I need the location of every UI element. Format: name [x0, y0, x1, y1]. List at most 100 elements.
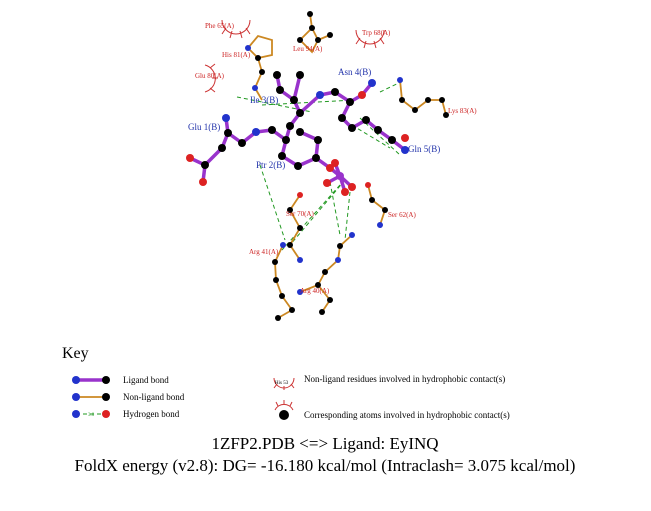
atom	[224, 129, 232, 137]
residue-label: Ile 3(B)	[250, 95, 278, 105]
atom	[102, 376, 110, 384]
atom	[348, 124, 356, 132]
hydrogen-bonds	[236, 79, 406, 251]
atom	[377, 222, 383, 228]
atom	[186, 154, 194, 162]
key-title: Key	[62, 345, 89, 362]
key: Key Ligand bond Non-ligand bond 3.0 Hydr…	[62, 345, 510, 420]
key-label-text: Non-ligand residues involved in hydropho…	[304, 374, 506, 384]
atom	[222, 114, 230, 122]
atom	[290, 96, 298, 104]
atom	[268, 126, 276, 134]
key-hbond-length: 3.0	[88, 413, 95, 418]
atom	[272, 259, 278, 265]
atom	[365, 182, 371, 188]
residue-label: Lys 83(A)	[448, 107, 477, 115]
residue-label: Asn 4(B)	[338, 67, 371, 77]
residue-label: Trp 68(A)	[362, 29, 391, 37]
atom	[307, 11, 313, 17]
atom	[397, 77, 403, 83]
hydrophobic-arcs	[204, 19, 385, 93]
atom	[273, 277, 279, 283]
atom	[401, 134, 409, 142]
residue-label: Arg 40(A)	[300, 287, 330, 295]
atom	[412, 107, 418, 113]
atom	[362, 116, 370, 124]
residue-labels: Phe 65(A) His 81(A) Glu 80(A) Leu 94(A) …	[188, 22, 477, 295]
atom	[279, 410, 289, 420]
bond	[236, 79, 406, 251]
residue-label: Glu 80(A)	[195, 72, 225, 80]
atom	[348, 183, 356, 191]
atom	[259, 69, 265, 75]
atom	[296, 109, 304, 117]
bond	[399, 79, 447, 116]
atom	[72, 410, 80, 418]
bond	[274, 400, 294, 411]
atom	[358, 91, 366, 99]
atom	[337, 243, 343, 249]
atom	[315, 37, 321, 43]
residue-label: His 81(A)	[222, 51, 251, 59]
atom	[72, 393, 80, 401]
atom	[368, 79, 376, 87]
atom	[297, 225, 303, 231]
footer-line: 1ZFP2.PDB <=> Ligand: EyINQ	[211, 434, 438, 453]
atom	[336, 172, 344, 180]
atom	[388, 136, 396, 144]
atom	[276, 86, 284, 94]
atom	[72, 376, 80, 384]
atom	[294, 162, 302, 170]
residue-label: Leu 94(A)	[293, 45, 323, 53]
atom	[245, 45, 251, 51]
atom	[275, 315, 281, 321]
atom	[323, 179, 331, 187]
atom	[278, 152, 286, 160]
atom	[296, 128, 304, 136]
residue-label: Ser 70(A)	[286, 210, 314, 218]
atom	[338, 114, 346, 122]
atom	[287, 207, 293, 213]
residue-label: Ptr 2(B)	[256, 160, 285, 170]
bond	[204, 63, 218, 93]
bond	[325, 161, 354, 194]
atom	[439, 97, 445, 103]
key-example-residue: His 53	[275, 381, 289, 386]
atom	[374, 126, 382, 134]
atom	[327, 32, 333, 38]
key-label: Non-ligand residues involved in hydropho…	[304, 374, 506, 384]
bond	[246, 34, 273, 101]
atom	[297, 257, 303, 263]
atom	[315, 282, 321, 288]
atom	[349, 232, 355, 238]
bond	[273, 377, 295, 390]
atom	[279, 293, 285, 299]
residue-label: Glu 1(B)	[188, 122, 220, 132]
atom	[327, 297, 333, 303]
residue-label: Gln 5(B)	[408, 144, 440, 154]
bond	[355, 29, 385, 49]
bond	[221, 19, 251, 39]
atom	[273, 71, 281, 79]
atom	[335, 257, 341, 263]
atom	[319, 309, 325, 315]
atom	[282, 136, 290, 144]
atom	[369, 197, 375, 203]
atom	[425, 97, 431, 103]
atom	[238, 139, 246, 147]
atom	[341, 188, 349, 196]
atom	[201, 161, 209, 169]
atom	[443, 112, 449, 118]
atom	[255, 55, 261, 61]
key-label: Non-ligand bond	[123, 392, 185, 402]
atom	[252, 128, 260, 136]
atom	[289, 307, 295, 313]
atom	[280, 242, 286, 248]
atom	[331, 159, 339, 167]
atom	[322, 269, 328, 275]
atom	[331, 88, 339, 96]
atom	[296, 71, 304, 79]
residue-label: Ser 62(A)	[388, 211, 416, 219]
atom	[287, 242, 293, 248]
